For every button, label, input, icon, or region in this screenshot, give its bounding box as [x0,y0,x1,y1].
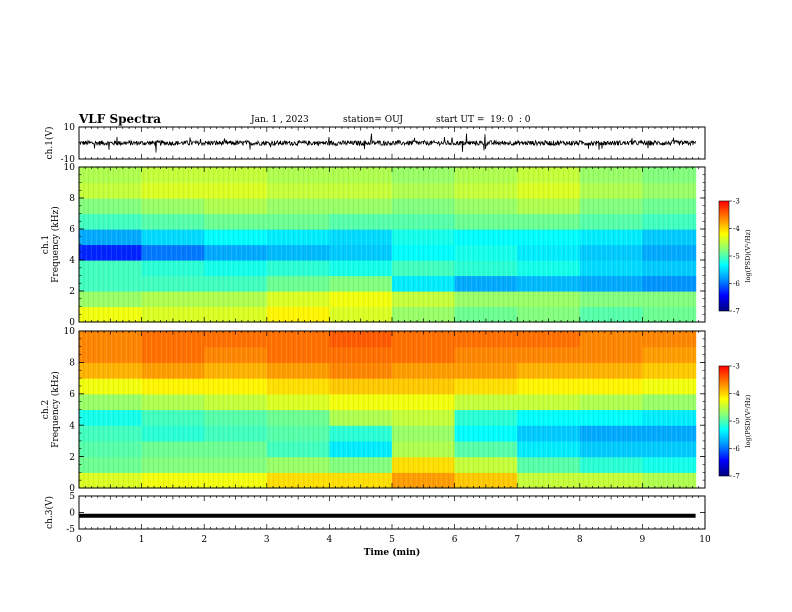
x-axis-label: Time (min) [364,547,421,558]
start-time-label: start UT = 19: 0 : 0 [436,115,531,125]
ch3-waveform-ytick-label: -5 [66,525,75,535]
ch2-colorbar-tick-label: -6 [733,445,740,453]
ch1-colorbar-tick-label: -7 [733,308,740,316]
ch2-spectrogram-ylabel: Frequency (kHz) [50,371,61,448]
x-tick-label: 1 [139,535,145,545]
ch2-colorbar-tick-label: -3 [733,363,740,371]
ch1-spectrogram-ytick-label: 2 [69,287,75,297]
ch1-colorbar [718,200,730,312]
x-tick-label: 5 [389,535,395,545]
ch1-spectrogram-ylabel: Frequency (kHz) [50,206,61,283]
ch1-colorbar-tick-label: -3 [733,198,740,206]
x-tick-label: 2 [201,535,207,545]
ch2-spectrogram-ylabel-channel: ch.2 [41,400,51,419]
station-label: station= OUJ [343,115,404,125]
ch1-spectrogram-ytick-label: 4 [69,256,75,266]
ch2-colorbar [718,365,730,477]
ch2-spectrogram-ytick-label: 4 [69,421,75,431]
ch1-colorbar-tick-label: -6 [733,280,740,288]
ch2-spectrogram-ytick-label: 8 [69,359,75,369]
x-tick-label: 3 [264,535,270,545]
ch1-waveform-ytick-label: 10 [64,123,76,133]
ch1-spectrogram-ylabel-channel: ch.1 [41,235,51,254]
ch1-spectrogram-ytick-label: 0 [69,318,75,328]
ch3-waveform-ylabel: ch.3(V) [44,496,55,529]
ch1-spectrogram-ytick-label: 6 [69,225,75,235]
ch2-spectrogram-ytick-label: 10 [64,327,76,337]
ch2-heatmap [79,331,697,489]
ch1-waveform-line [78,133,696,153]
x-tick-label: 6 [452,535,458,545]
ch2-colorbar-tick-label: -4 [733,390,740,398]
ch2-colorbar-tick-label: -7 [733,473,740,481]
ch2-spectrogram-ytick-label: 0 [69,484,75,494]
date-label: Jan. 1 , 2023 [251,115,309,125]
x-tick-label: 10 [699,535,711,545]
x-tick-label: 0 [76,535,82,545]
ch3-waveform-ytick-label: 0 [69,509,75,519]
ch1-waveform-ylabel: ch.1(V) [44,127,55,160]
ch1-waveform-ytick-label: -10 [61,155,76,165]
ch1-spectrogram-ytick-label: 10 [64,163,76,173]
ch2-colorbar-label: log(PSD)(V²/Hz) [744,394,752,447]
chart-title: VLF Spectra [79,112,162,126]
ch2-spectrogram-ytick-label: 6 [69,390,75,400]
ch1-spectrogram-ytick-label: 8 [69,194,75,204]
x-tick-label: 4 [327,535,333,545]
x-tick-label: 9 [640,535,646,545]
ch1-colorbar-tick-label: -5 [733,253,740,261]
ch1-heatmap [79,167,697,323]
x-tick-label: 8 [577,535,583,545]
ch2-colorbar-tick-label: -5 [733,418,740,426]
ch1-texture [79,167,696,322]
ch3-waveform-ytick-label: 5 [69,492,75,502]
ch1-colorbar-tick-label: -4 [733,225,740,233]
ch2-spectrogram-ytick-label: 2 [69,453,75,463]
x-tick-label: 7 [514,535,520,545]
ch1-colorbar-label: log(PSD)(V²/Hz) [744,229,752,282]
ch2-texture [79,331,696,488]
